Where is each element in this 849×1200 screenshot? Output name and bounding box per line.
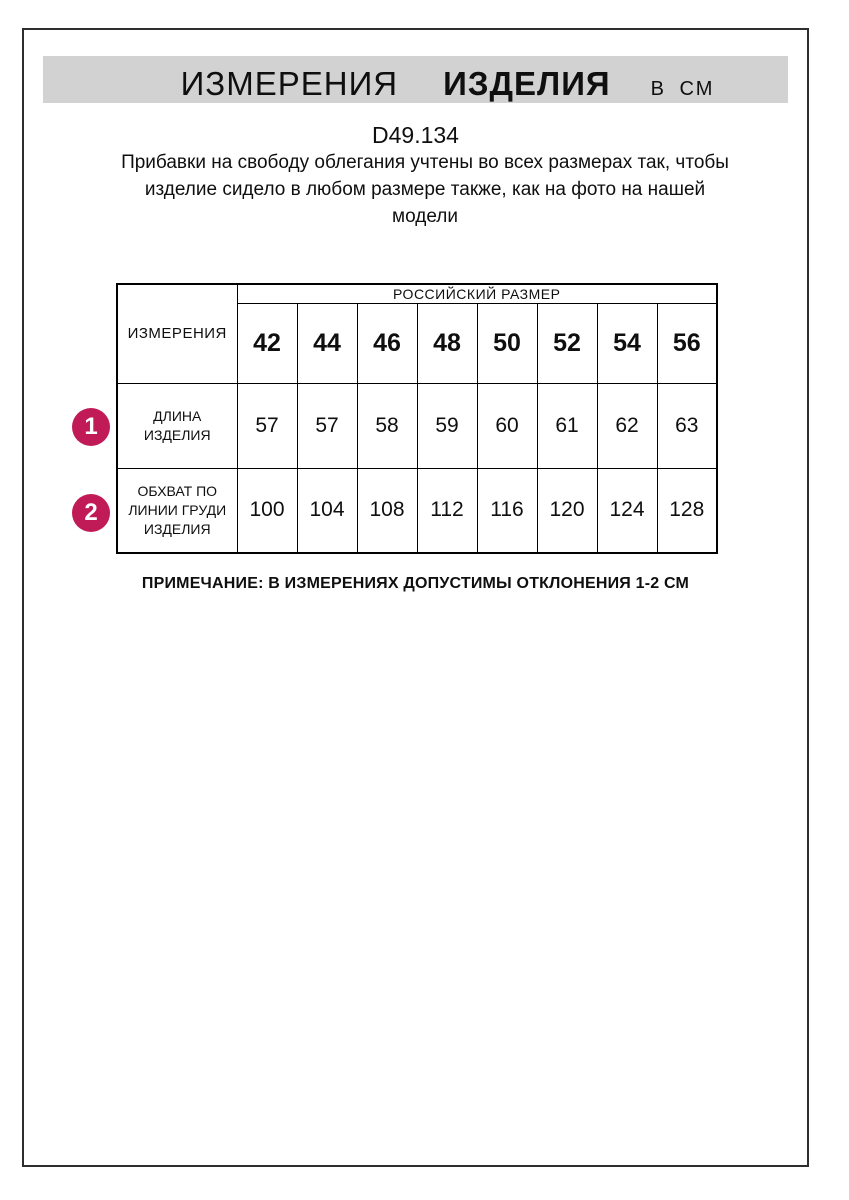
size-cell: 48 [416, 302, 478, 384]
table-corner-label: ИЗМЕРЕНИЯ [116, 283, 238, 384]
value-cell: 108 [356, 467, 418, 554]
fit-description: Прибавки на свободу облегания учтены во … [121, 152, 729, 227]
table-row-length: ДЛИНА ИЗДЕЛИЯ 57 57 58 59 60 61 62 63 [116, 382, 718, 469]
size-cell: 52 [536, 302, 598, 384]
value-cell: 58 [356, 382, 418, 469]
value-cell: 57 [296, 382, 358, 469]
title-product: ИЗДЕЛИЯ [443, 65, 611, 102]
value-cell: 124 [596, 467, 658, 554]
row-label-chest: ОБХВАТ ПО ЛИНИИ ГРУДИ ИЗДЕЛИЯ [116, 467, 238, 554]
title-measurements: ИЗМЕРЕНИЯ [180, 65, 399, 102]
row-marker-2: 2 [72, 494, 110, 532]
value-cell: 62 [596, 382, 658, 469]
title-bar: ИЗМЕРЕНИЯ ИЗДЕЛИЯ В СМ [43, 56, 788, 103]
value-cell: 63 [656, 382, 718, 469]
value-cell: 100 [236, 467, 298, 554]
size-cell: 50 [476, 302, 538, 384]
size-table: ИЗМЕРЕНИЯ РОССИЙСКИЙ РАЗМЕР 42 44 46 48 … [116, 283, 718, 554]
value-cell: 59 [416, 382, 478, 469]
row-marker-1: 1 [72, 408, 110, 446]
product-code: D49.134 [372, 122, 459, 148]
size-cell: 56 [656, 302, 718, 384]
value-cell: 61 [536, 382, 598, 469]
size-cell: 44 [296, 302, 358, 384]
table-group-header-row: ИЗМЕРЕНИЯ РОССИЙСКИЙ РАЗМЕР [116, 283, 718, 384]
tolerance-note: ПРИМЕЧАНИЕ: В ИЗМЕРЕНИЯХ ДОПУСТИМЫ ОТКЛО… [141, 575, 690, 592]
value-cell: 120 [536, 467, 598, 554]
size-cell: 42 [236, 302, 298, 384]
page-border-frame [22, 28, 809, 1167]
title-units: В СМ [650, 78, 715, 100]
value-cell: 60 [476, 382, 538, 469]
value-cell: 116 [476, 467, 538, 554]
row-label-length: ДЛИНА ИЗДЕЛИЯ [116, 382, 238, 469]
value-cell: 104 [296, 467, 358, 554]
value-cell: 57 [236, 382, 298, 469]
value-cell: 128 [656, 467, 718, 554]
size-cell: 46 [356, 302, 418, 384]
table-row-chest: ОБХВАТ ПО ЛИНИИ ГРУДИ ИЗДЕЛИЯ 100 104 10… [116, 467, 718, 554]
russian-size-header: РОССИЙСКИЙ РАЗМЕР [236, 283, 718, 304]
value-cell: 112 [416, 467, 478, 554]
size-cell: 54 [596, 302, 658, 384]
